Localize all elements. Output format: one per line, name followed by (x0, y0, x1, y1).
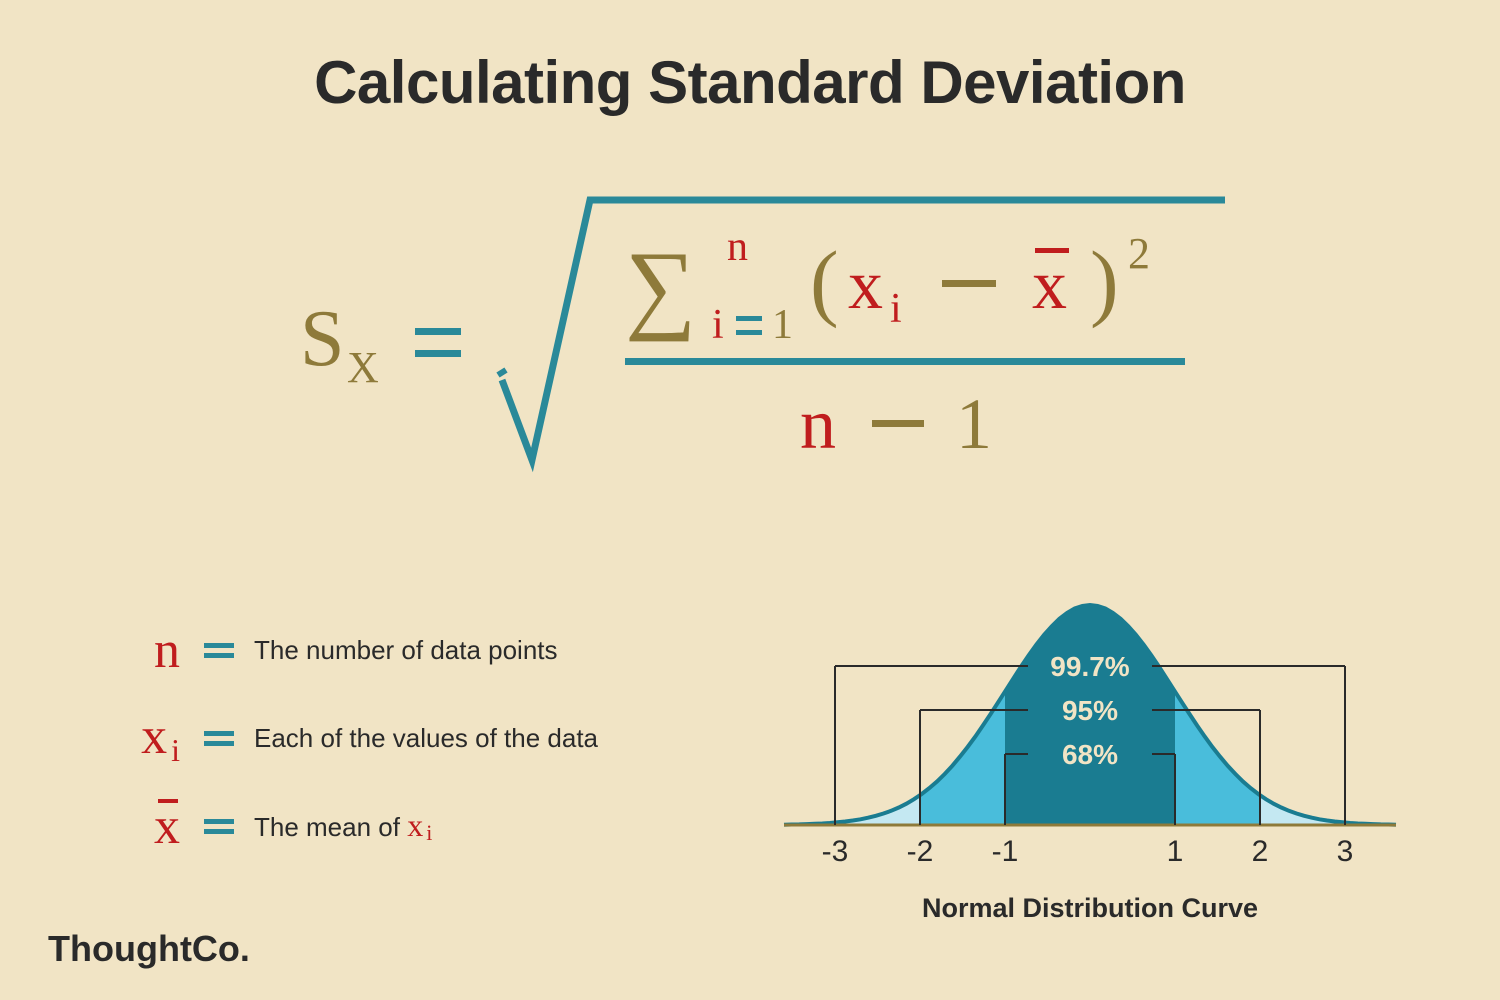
rparen: ) (1090, 233, 1119, 329)
legend-text: Each of the values of the data (254, 723, 598, 754)
distribution-svg: -3 -2 -1 1 2 3 99.7% 95% 68% (770, 560, 1410, 880)
minus-inner (942, 280, 996, 287)
formula-s-sub: X (347, 343, 379, 392)
legend-text: The mean of xi (254, 807, 432, 846)
xi-i: i (890, 286, 902, 332)
legend-symbol: x (90, 797, 180, 856)
sigma-lower-i: i (712, 302, 724, 348)
denom-minus (872, 420, 924, 427)
legend-equals-icon (194, 731, 244, 746)
dist-tick-label: 3 (1337, 835, 1354, 868)
logo: ThoughtCo. (48, 928, 250, 970)
dist-tick-label: -2 (907, 835, 934, 868)
bracket-label: 95% (1062, 695, 1118, 726)
legend: n The number of data points xi Each of the … (90, 620, 598, 884)
fraction-bar (625, 358, 1185, 365)
denom-n: n (800, 384, 836, 464)
bracket-label: 99.7% (1050, 651, 1129, 682)
dist-tick-label: 2 (1252, 835, 1269, 868)
bracket-label: 68% (1062, 739, 1118, 770)
sigma-lower-eq (736, 316, 762, 335)
legend-symbol: xi (90, 707, 180, 769)
xbar-bar (1035, 248, 1069, 253)
distribution-panel: -3 -2 -1 1 2 3 99.7% 95% 68% Normal Distribution… (770, 560, 1410, 940)
exp2: 2 (1128, 229, 1150, 278)
xi-x: x (848, 247, 883, 324)
sigma-lower-1: 1 (772, 302, 793, 348)
dist-tick-label: 1 (1167, 835, 1184, 868)
formula-equals (415, 328, 461, 357)
distribution-title: Normal Distribution Curve (770, 893, 1410, 924)
sigma: ∑ (625, 231, 696, 342)
formula-svg: S X ∑ n i 1 ( x i x ) 2 n 1 (280, 170, 1240, 490)
legend-equals-icon (194, 643, 244, 658)
lparen: ( (810, 233, 839, 329)
page-title: Calculating Standard Deviation (0, 0, 1500, 117)
denom-1: 1 (956, 384, 992, 464)
legend-text: The number of data points (254, 635, 558, 666)
legend-row: n The number of data points (90, 620, 598, 680)
legend-symbol: n (90, 621, 180, 680)
legend-row: xi Each of the values of the data (90, 708, 598, 768)
legend-row: x The mean of xi (90, 796, 598, 856)
legend-equals-icon (194, 819, 244, 834)
sigma-upper-n: n (727, 224, 748, 270)
dist-tick-label: -1 (992, 835, 1019, 868)
dist-tick-label: -3 (822, 835, 849, 868)
formula-container: S X ∑ n i 1 ( x i x ) 2 n 1 (280, 170, 1240, 490)
xbar-x: x (1032, 247, 1067, 324)
formula-s: S (300, 295, 345, 383)
